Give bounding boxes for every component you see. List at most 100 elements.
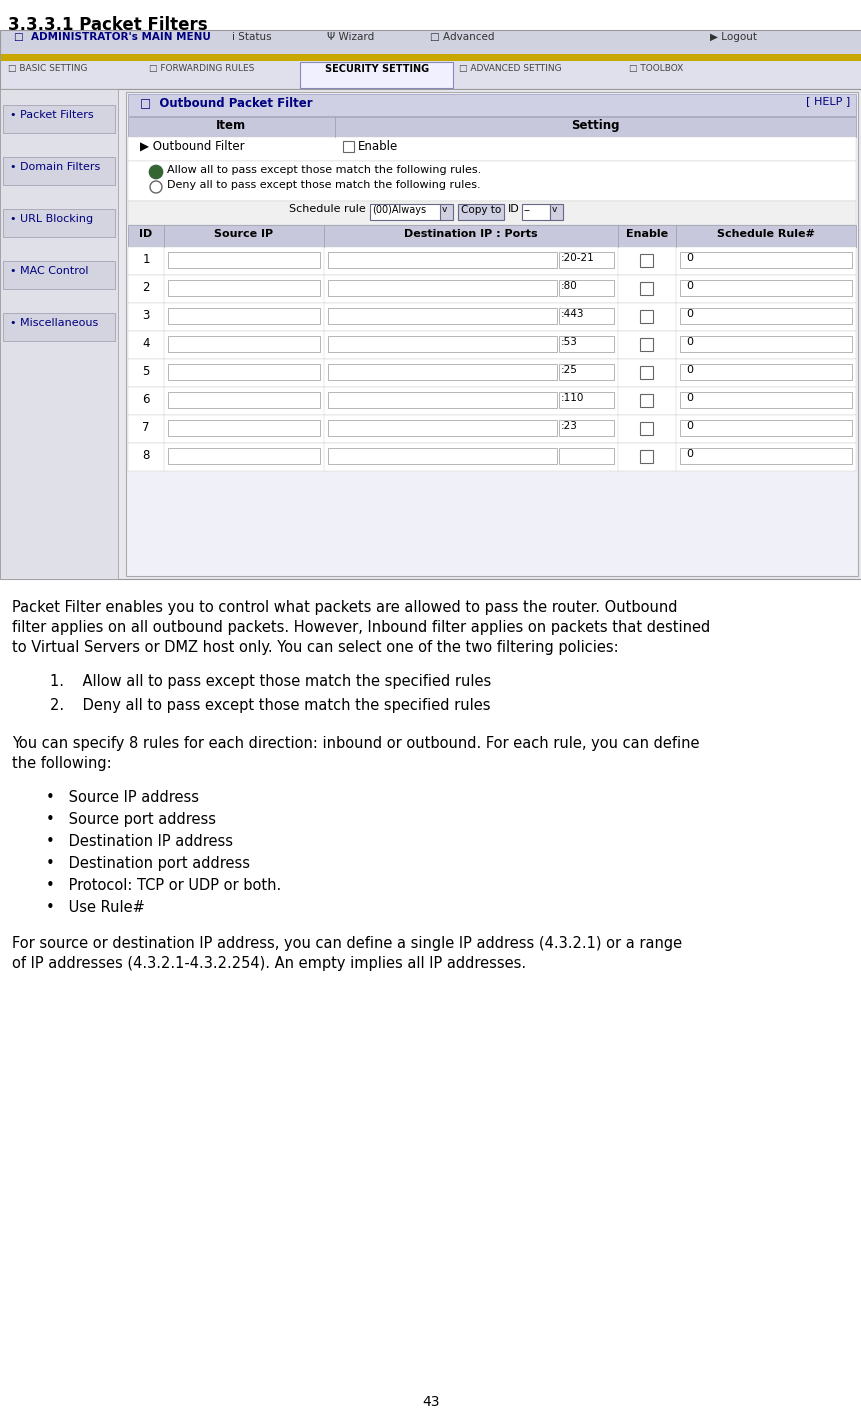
Bar bbox=[328, 335, 556, 352]
Text: •   Protocol: TCP or UDP or both.: • Protocol: TCP or UDP or both. bbox=[46, 878, 281, 893]
Text: 0: 0 bbox=[685, 254, 692, 263]
Bar bbox=[522, 204, 549, 220]
Bar bbox=[127, 117, 855, 137]
Bar bbox=[3, 106, 115, 132]
Text: 3: 3 bbox=[142, 309, 150, 323]
Text: :443: :443 bbox=[561, 309, 584, 318]
Bar bbox=[0, 30, 861, 54]
Text: • Miscellaneous: • Miscellaneous bbox=[10, 318, 98, 328]
Bar bbox=[439, 204, 453, 220]
Text: □  Outbound Packet Filter: □ Outbound Packet Filter bbox=[139, 96, 313, 108]
Bar bbox=[679, 252, 851, 268]
Bar bbox=[127, 416, 855, 442]
Bar bbox=[558, 448, 613, 464]
Text: • Packet Filters: • Packet Filters bbox=[10, 110, 94, 120]
Bar bbox=[127, 303, 855, 331]
Text: i Status: i Status bbox=[232, 32, 271, 42]
Bar bbox=[369, 204, 442, 220]
Bar bbox=[0, 61, 861, 89]
Text: :53: :53 bbox=[561, 337, 577, 347]
Text: Setting: Setting bbox=[570, 118, 618, 132]
Text: 0: 0 bbox=[685, 309, 692, 318]
Bar bbox=[168, 364, 319, 380]
Bar bbox=[639, 338, 653, 351]
Bar bbox=[558, 309, 613, 324]
Text: 2: 2 bbox=[142, 280, 150, 294]
Bar bbox=[300, 62, 453, 87]
Bar bbox=[3, 209, 115, 237]
Bar bbox=[168, 392, 319, 409]
Bar bbox=[639, 366, 653, 379]
Bar bbox=[558, 252, 613, 268]
Text: [ HELP ]: [ HELP ] bbox=[805, 96, 849, 106]
Bar bbox=[343, 141, 354, 152]
Text: Source IP: Source IP bbox=[214, 230, 273, 240]
Bar bbox=[679, 335, 851, 352]
Bar bbox=[0, 30, 861, 89]
Bar bbox=[328, 392, 556, 409]
Text: filter applies on all outbound packets. However, Inbound filter applies on packe: filter applies on all outbound packets. … bbox=[12, 620, 709, 635]
Bar bbox=[679, 364, 851, 380]
Text: 4: 4 bbox=[142, 337, 150, 349]
Bar bbox=[679, 448, 851, 464]
Bar bbox=[679, 309, 851, 324]
Text: 0: 0 bbox=[685, 421, 692, 431]
Text: •   Destination IP address: • Destination IP address bbox=[46, 834, 232, 850]
Bar bbox=[679, 392, 851, 409]
Text: ▶ Logout: ▶ Logout bbox=[709, 32, 756, 42]
Bar bbox=[639, 423, 653, 435]
Text: ID: ID bbox=[507, 204, 519, 214]
Bar bbox=[558, 364, 613, 380]
Bar bbox=[3, 261, 115, 289]
Text: 7: 7 bbox=[142, 421, 150, 434]
Text: For source or destination IP address, you can define a single IP address (4.3.2.: For source or destination IP address, yo… bbox=[12, 936, 681, 951]
Bar bbox=[639, 310, 653, 323]
Bar bbox=[558, 392, 613, 409]
Bar bbox=[639, 254, 653, 266]
Text: v: v bbox=[442, 204, 447, 214]
Bar bbox=[457, 204, 504, 220]
Bar bbox=[0, 54, 861, 61]
Text: Schedule Rule#: Schedule Rule# bbox=[716, 230, 814, 240]
Text: 0: 0 bbox=[685, 280, 692, 292]
Text: 0: 0 bbox=[685, 449, 692, 459]
Text: •   Use Rule#: • Use Rule# bbox=[46, 900, 145, 914]
Text: 2.    Deny all to pass except those match the specified rules: 2. Deny all to pass except those match t… bbox=[50, 697, 490, 713]
Text: □ Advanced: □ Advanced bbox=[430, 32, 494, 42]
Text: 1.    Allow all to pass except those match the specified rules: 1. Allow all to pass except those match … bbox=[50, 674, 491, 689]
Bar bbox=[127, 331, 855, 359]
Circle shape bbox=[151, 182, 161, 192]
Text: of IP addresses (4.3.2.1-4.3.2.254). An empty implies all IP addresses.: of IP addresses (4.3.2.1-4.3.2.254). An … bbox=[12, 955, 525, 971]
Text: Allow all to pass except those match the following rules.: Allow all to pass except those match the… bbox=[167, 165, 480, 175]
Text: Destination IP : Ports: Destination IP : Ports bbox=[404, 230, 537, 240]
Bar bbox=[639, 449, 653, 464]
Bar bbox=[168, 420, 319, 435]
Bar bbox=[328, 364, 556, 380]
Text: :23: :23 bbox=[561, 421, 577, 431]
Circle shape bbox=[151, 166, 161, 178]
Bar bbox=[3, 156, 115, 185]
Bar bbox=[127, 387, 855, 416]
Text: • URL Blocking: • URL Blocking bbox=[10, 214, 93, 224]
Text: □ ADVANCED SETTING: □ ADVANCED SETTING bbox=[458, 63, 561, 73]
Text: 3.3.3.1 Packet Filters: 3.3.3.1 Packet Filters bbox=[8, 15, 208, 34]
Text: v: v bbox=[551, 204, 557, 214]
Bar bbox=[127, 442, 855, 471]
Text: You can specify 8 rules for each direction: inbound or outbound. For each rule, : You can specify 8 rules for each directi… bbox=[12, 735, 698, 751]
Bar bbox=[639, 395, 653, 407]
Text: Ψ Wizard: Ψ Wizard bbox=[326, 32, 374, 42]
Text: •   Source IP address: • Source IP address bbox=[46, 790, 199, 805]
Bar bbox=[679, 420, 851, 435]
Text: :110: :110 bbox=[561, 393, 584, 403]
Text: the following:: the following: bbox=[12, 757, 111, 771]
Bar bbox=[328, 420, 556, 435]
Text: 1: 1 bbox=[142, 254, 150, 266]
Bar bbox=[558, 420, 613, 435]
Bar bbox=[168, 309, 319, 324]
Text: 8: 8 bbox=[142, 449, 150, 462]
Bar bbox=[127, 225, 855, 247]
Text: • Domain Filters: • Domain Filters bbox=[10, 162, 100, 172]
Text: 0: 0 bbox=[685, 393, 692, 403]
Text: 43: 43 bbox=[422, 1395, 439, 1409]
Text: •   Source port address: • Source port address bbox=[46, 812, 216, 827]
